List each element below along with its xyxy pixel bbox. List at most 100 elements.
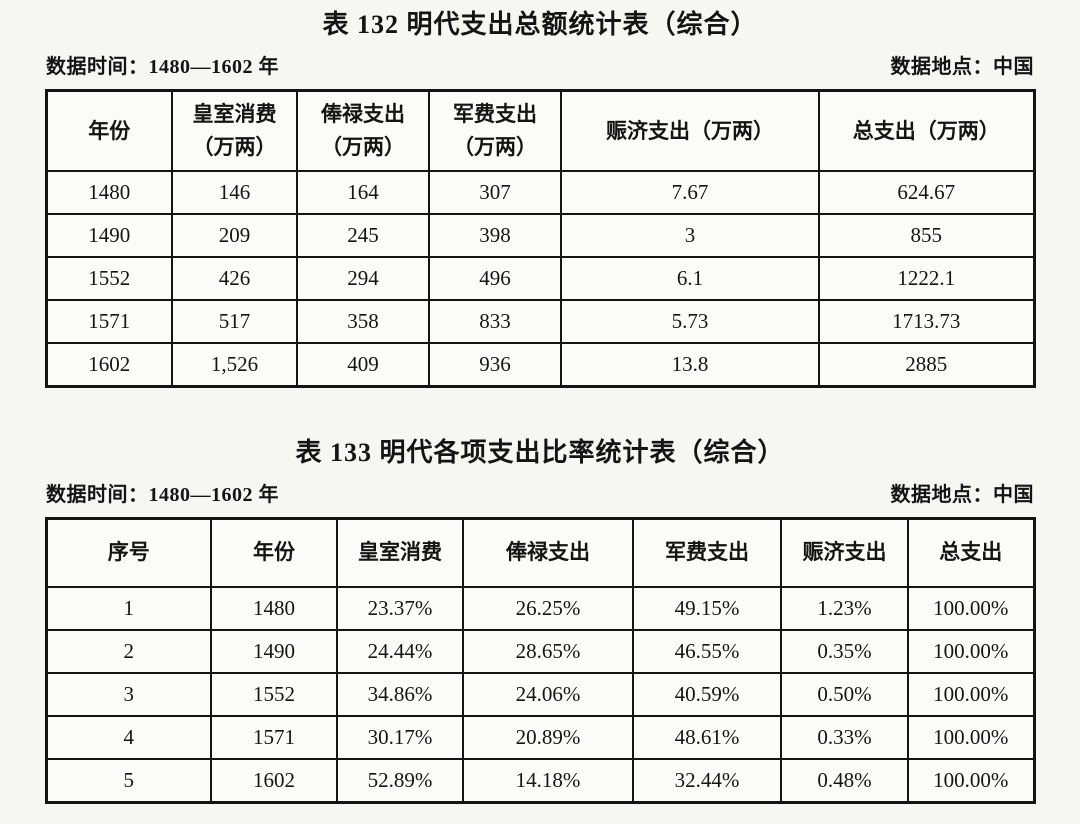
- table-cell: 0.33%: [780, 714, 909, 760]
- table-cell: 1602: [210, 757, 338, 804]
- table-cell: 24.44%: [336, 628, 464, 674]
- table-cell: 1602: [45, 341, 173, 388]
- table-cell: 1571: [45, 298, 173, 344]
- table-cell: 100.00%: [907, 757, 1035, 804]
- table-cell: 1552: [45, 255, 173, 301]
- table-cell: 1571: [210, 714, 338, 760]
- table-cell: 1,526: [171, 341, 298, 388]
- col-header-royal-consumption: 皇室消费: [336, 517, 464, 588]
- table-cell: 1480: [45, 169, 173, 215]
- table-cell: 2885: [818, 341, 1035, 388]
- table-cell: 833: [428, 298, 562, 344]
- col-header-military-expense: 军费支出 （万两）: [428, 89, 562, 172]
- table-cell: 30.17%: [336, 714, 464, 760]
- table-row: 3 1552 34.86% 24.06% 40.59% 0.50% 100.00…: [45, 671, 1035, 717]
- table132-data-time: 数据时间：1480—1602 年: [46, 55, 279, 78]
- table-cell: 358: [296, 298, 430, 344]
- table-cell: 0.35%: [780, 628, 909, 674]
- table-row: 4 1571 30.17% 20.89% 48.61% 0.33% 100.00…: [45, 714, 1035, 760]
- table-cell: 0.50%: [780, 671, 909, 717]
- table-cell: 34.86%: [336, 671, 464, 717]
- table-cell: 32.44%: [632, 757, 782, 804]
- table-133: 序号 年份 皇室消费 俸禄支出 军费支出 赈济支出 总支出 1 1480 23.…: [44, 516, 1036, 804]
- table-cell: 146: [171, 169, 298, 215]
- table-cell: 1552: [210, 671, 338, 717]
- table-cell: 6.1: [560, 255, 820, 301]
- table-cell: 26.25%: [462, 585, 634, 631]
- table132-data-place: 数据地点：中国: [890, 55, 1034, 78]
- table-cell: 100.00%: [907, 628, 1035, 674]
- table-cell: 20.89%: [462, 714, 634, 760]
- table-row: 2 1490 24.44% 28.65% 46.55% 0.35% 100.00…: [45, 628, 1035, 674]
- table-cell: 1222.1: [818, 255, 1035, 301]
- table-row: 1490 209 245 398 3 855: [45, 212, 1035, 258]
- table-cell: 936: [428, 341, 562, 388]
- table-132: 年份 皇室消费 （万两） 俸禄支出 （万两） 军费支出 （万两） 赈济支出（万两…: [44, 88, 1036, 388]
- table133-header-row: 序号 年份 皇室消费 俸禄支出 军费支出 赈济支出 总支出: [45, 517, 1035, 588]
- table132-title: 表 132 明代支出总额统计表（综合）: [322, 10, 758, 39]
- table-cell: 2: [45, 628, 212, 674]
- table-cell: 48.61%: [632, 714, 782, 760]
- col-header-serial-number: 序号: [45, 517, 212, 588]
- table-cell: 40.59%: [632, 671, 782, 717]
- table-row: 1552 426 294 496 6.1 1222.1: [45, 255, 1035, 301]
- table-cell: 7.67: [560, 169, 820, 215]
- table-cell: 4: [45, 714, 212, 760]
- col-header-total-expense: 总支出（万两）: [818, 89, 1035, 172]
- table-cell: 5: [45, 757, 212, 804]
- table-cell: 209: [171, 212, 298, 258]
- table-row: 5 1602 52.89% 14.18% 32.44% 0.48% 100.00…: [45, 757, 1035, 804]
- table-cell: 5.73: [560, 298, 820, 344]
- table-cell: 1490: [210, 628, 338, 674]
- table-cell: 1480: [210, 585, 338, 631]
- table132-meta-row: 数据时间：1480—1602 年 数据地点：中国: [46, 50, 1034, 79]
- table-cell: 100.00%: [907, 585, 1035, 631]
- table132-header-row: 年份 皇室消费 （万两） 俸禄支出 （万两） 军费支出 （万两） 赈济支出（万两…: [45, 89, 1035, 172]
- col-header-year: 年份: [210, 517, 338, 588]
- table-row: 1571 517 358 833 5.73 1713.73: [45, 298, 1035, 344]
- table-cell: 14.18%: [462, 757, 634, 804]
- table-cell: 49.15%: [632, 585, 782, 631]
- table-cell: 28.65%: [462, 628, 634, 674]
- table-cell: 398: [428, 212, 562, 258]
- table-cell: 1490: [45, 212, 173, 258]
- table-cell: 1713.73: [818, 298, 1035, 344]
- table-cell: 1: [45, 585, 212, 631]
- table-cell: 0.48%: [780, 757, 909, 804]
- table-cell: 409: [296, 341, 430, 388]
- table-cell: 1.23%: [780, 585, 909, 631]
- table-row: 1 1480 23.37% 26.25% 49.15% 1.23% 100.00…: [45, 585, 1035, 631]
- table-cell: 426: [171, 255, 298, 301]
- table-cell: 24.06%: [462, 671, 634, 717]
- table-cell: 100.00%: [907, 714, 1035, 760]
- col-header-relief-expense: 赈济支出（万两）: [560, 89, 820, 172]
- table-cell: 164: [296, 169, 430, 215]
- table133-title: 表 133 明代各项支出比率统计表（综合）: [295, 437, 785, 467]
- table-cell: 517: [171, 298, 298, 344]
- col-header-salary-expense: 俸禄支出 （万两）: [296, 89, 430, 172]
- table-cell: 307: [428, 169, 562, 215]
- col-header-royal-consumption: 皇室消费 （万两）: [171, 89, 298, 172]
- table-cell: 496: [428, 255, 562, 301]
- table-cell: 100.00%: [907, 671, 1035, 717]
- table-cell: 52.89%: [336, 757, 464, 804]
- col-header-salary-expense: 俸禄支出: [462, 517, 634, 588]
- table-cell: 3: [45, 671, 212, 717]
- table133-meta-row: 数据时间：1480—1602 年 数据地点：中国: [46, 478, 1034, 507]
- col-header-total-expense: 总支出: [907, 517, 1035, 588]
- table133-data-place: 数据地点：中国: [890, 483, 1034, 506]
- table-row: 1480 146 164 307 7.67 624.67: [45, 169, 1035, 215]
- table-cell: 624.67: [818, 169, 1035, 215]
- table-cell: 294: [296, 255, 430, 301]
- table-row: 1602 1,526 409 936 13.8 2885: [45, 341, 1035, 388]
- col-header-year: 年份: [45, 89, 173, 172]
- table-cell: 23.37%: [336, 585, 464, 631]
- table133-data-time: 数据时间：1480—1602 年: [46, 483, 279, 506]
- table-cell: 855: [818, 212, 1035, 258]
- table-cell: 46.55%: [632, 628, 782, 674]
- table-cell: 13.8: [560, 341, 820, 388]
- table-cell: 245: [296, 212, 430, 258]
- col-header-military-expense: 军费支出: [632, 517, 782, 588]
- table-cell: 3: [560, 212, 820, 258]
